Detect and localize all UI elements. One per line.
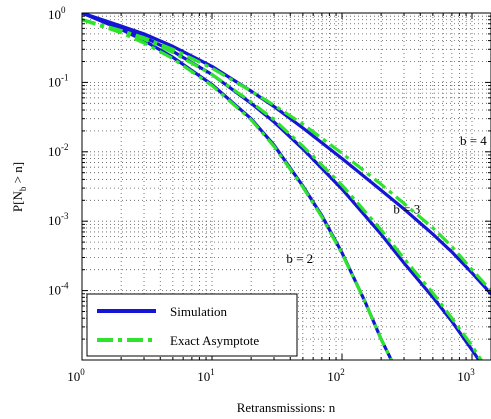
x-tick-label-base: 10 xyxy=(197,369,210,384)
plot-frame xyxy=(81,12,491,361)
asymptote-curve-b4 xyxy=(82,18,491,292)
x-tick-label: 103 xyxy=(457,367,475,384)
data-curves xyxy=(82,13,491,360)
curve-annotation: b = 2 xyxy=(286,251,313,266)
y-tick-label-base: 10 xyxy=(48,74,61,89)
x-tick-label-exp: 1 xyxy=(210,367,215,377)
y-tick-label: 10-4 xyxy=(48,281,69,298)
y-tick-label-exp: -1 xyxy=(61,72,69,82)
legend-box xyxy=(86,293,298,357)
x-tick-label: 101 xyxy=(197,367,215,384)
y-axis-label-sub: b xyxy=(18,186,28,191)
x-tick-label-base: 10 xyxy=(457,369,470,384)
y-axis-label: P[Nb > n] xyxy=(10,162,28,212)
legend: Simulation Exact Asymptote xyxy=(86,293,298,357)
y-axis-label-main: P[N xyxy=(10,191,25,213)
x-axis-label: Retransmissions: n xyxy=(237,400,336,415)
legend-label-simulation: Simulation xyxy=(170,304,228,319)
y-tick-label: 10-1 xyxy=(48,72,69,89)
asymptote-curve-b3 xyxy=(82,18,484,360)
y-tick-label: 10-2 xyxy=(48,142,69,159)
x-tick-label-exp: 3 xyxy=(470,367,475,377)
curve-annotation: b = 3 xyxy=(393,201,420,216)
y-tick-label-base: 10 xyxy=(48,144,61,159)
x-tick-label: 100 xyxy=(67,367,85,384)
y-axis-label-rest: > n] xyxy=(10,162,25,187)
legend-label-asymptote: Exact Asymptote xyxy=(170,333,259,348)
x-tick-label: 102 xyxy=(327,367,345,384)
y-tick-label: 10-3 xyxy=(48,211,69,228)
x-tick-label-base: 10 xyxy=(327,369,340,384)
curve-annotations: b = 2 b = 3 b = 4 xyxy=(286,133,487,266)
y-tick-label-base: 10 xyxy=(48,283,61,298)
x-tick-label-exp: 2 xyxy=(340,367,345,377)
y-tick-label-base: 10 xyxy=(48,7,61,22)
y-tick-label: 100 xyxy=(48,5,66,22)
simulation-curve-b4 xyxy=(82,13,491,296)
curve-annotation: b = 4 xyxy=(460,133,487,148)
y-tick-label-exp: -2 xyxy=(61,142,69,152)
y-tick-label-exp: 0 xyxy=(61,5,66,15)
x-tick-label-base: 10 xyxy=(67,369,80,384)
y-tick-label-exp: -3 xyxy=(61,211,69,221)
x-tick-label-exp: 0 xyxy=(80,367,85,377)
asymptote-curve-b2 xyxy=(82,18,394,360)
y-tick-label-exp: -4 xyxy=(61,281,69,291)
y-tick-label-base: 10 xyxy=(48,213,61,228)
